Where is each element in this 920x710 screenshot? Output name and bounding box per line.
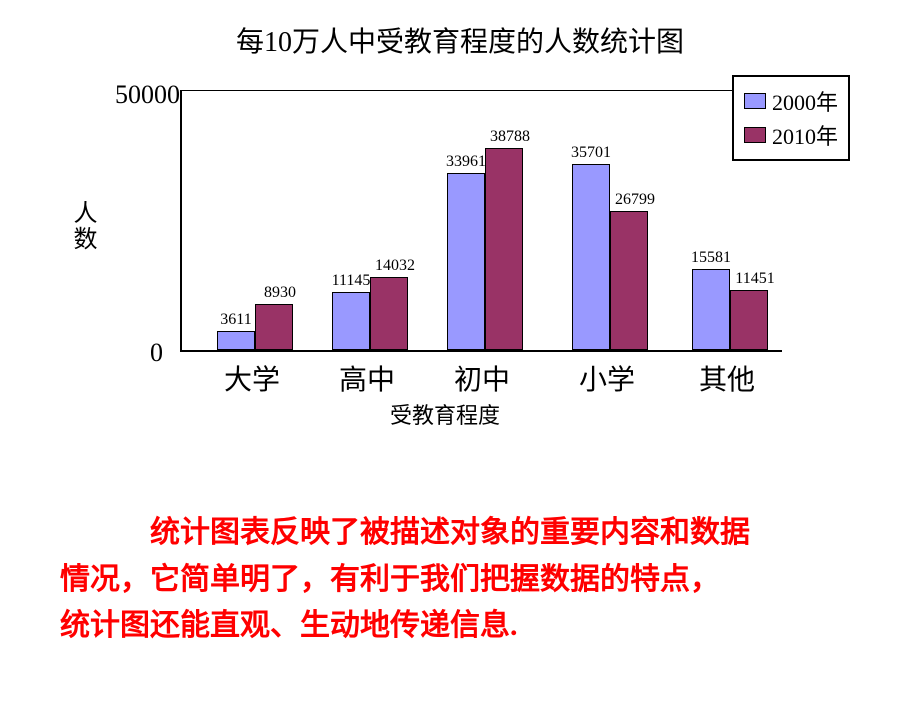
y-axis-label: 人数 bbox=[65, 200, 100, 252]
bar bbox=[610, 211, 648, 350]
bar bbox=[332, 292, 370, 350]
caption-text: 统计图表反映了被描述对象的重要内容和数据情况，它简单明了，有利于我们把握数据的特… bbox=[60, 510, 860, 650]
bar-value-label: 15581 bbox=[681, 249, 741, 267]
legend-swatch-2010 bbox=[744, 127, 766, 143]
legend-label-2000: 2000年 bbox=[772, 85, 838, 117]
bar bbox=[730, 290, 768, 350]
x-category-label: 大学 bbox=[207, 358, 297, 398]
bar-value-label: 35701 bbox=[561, 144, 621, 162]
legend-swatch-2000 bbox=[744, 93, 766, 109]
legend-item-2010: 2010年 bbox=[744, 119, 838, 151]
bar bbox=[217, 331, 255, 350]
y-tick-max: 50000 bbox=[100, 80, 180, 110]
plot-area: 3611893011145140323396138788357012679915… bbox=[180, 90, 782, 352]
bar-value-label: 38788 bbox=[480, 128, 540, 146]
x-axis-label: 受教育程度 bbox=[390, 398, 500, 430]
x-category-label: 初中 bbox=[437, 358, 527, 398]
bar-value-label: 26799 bbox=[605, 191, 665, 209]
legend-item-2000: 2000年 bbox=[744, 85, 838, 117]
bar-value-label: 11451 bbox=[725, 270, 785, 288]
bar-value-label: 8930 bbox=[250, 284, 310, 302]
bar-value-label: 14032 bbox=[365, 257, 425, 275]
y-tick-zero: 0 bbox=[150, 338, 163, 368]
bar bbox=[485, 148, 523, 350]
bar bbox=[255, 304, 293, 350]
x-category-label: 小学 bbox=[562, 358, 652, 398]
x-category-label: 高中 bbox=[322, 358, 412, 398]
bar bbox=[370, 277, 408, 350]
legend-label-2010: 2010年 bbox=[772, 119, 838, 151]
legend: 2000年 2010年 bbox=[732, 75, 850, 161]
x-category-label: 其他 bbox=[682, 358, 772, 398]
chart-title: 每10万人中受教育程度的人数统计图 bbox=[50, 20, 870, 60]
chart-container: 每10万人中受教育程度的人数统计图 50000 0 人数 36118930111… bbox=[50, 20, 870, 440]
bar bbox=[447, 173, 485, 350]
